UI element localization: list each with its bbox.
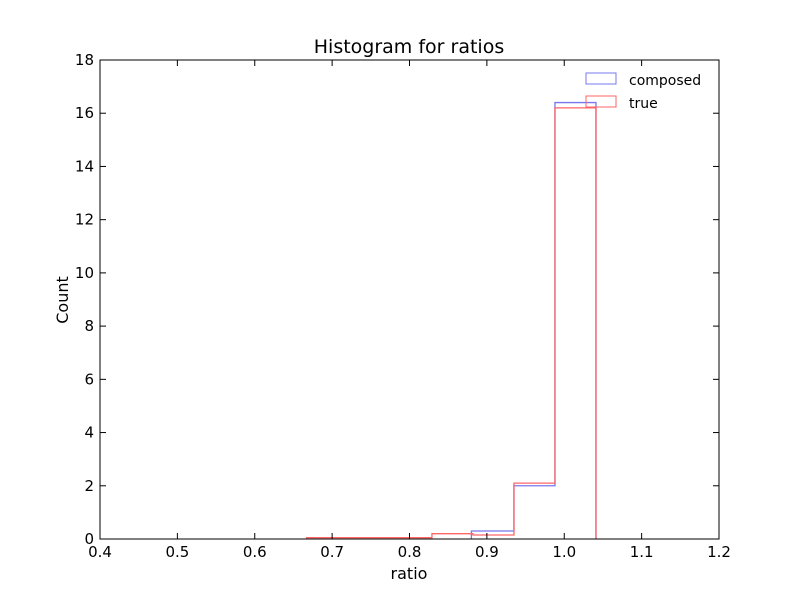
series-composed-outline	[470, 101, 597, 539]
y-tick-label: 0	[84, 530, 94, 548]
x-tick-label: 0.4	[88, 543, 112, 561]
y-tick-label: 10	[75, 264, 94, 282]
y-tick-label: 18	[75, 51, 94, 69]
x-tick-label: 0.9	[475, 543, 499, 561]
y-tick-label: 2	[84, 477, 94, 495]
legend-label-true: true	[629, 96, 658, 112]
legend-label-composed: composed	[629, 73, 701, 89]
x-tick-label: 1.2	[707, 543, 731, 561]
chart-title: Histogram for ratios	[314, 36, 504, 58]
y-tick-label: 16	[75, 104, 94, 122]
y-tick-label: 4	[84, 424, 94, 442]
y-tick-label: 8	[84, 317, 94, 335]
x-tick-label: 0.6	[243, 543, 267, 561]
x-tick-label: 0.8	[398, 543, 422, 561]
y-tick-label: 6	[84, 370, 94, 388]
x-tick-label: 1.0	[552, 543, 576, 561]
plot-area	[305, 101, 597, 539]
x-tick-label: 1.1	[630, 543, 654, 561]
axes-frame	[99, 59, 720, 540]
series-true-outline	[305, 107, 597, 539]
legend: composed true	[585, 72, 701, 112]
legend-swatch-composed	[585, 72, 617, 85]
y-tick-label: 14	[75, 157, 94, 175]
y-axis-label: Count	[53, 276, 72, 324]
y-tick-label: 12	[75, 211, 94, 229]
x-axis-label: ratio	[391, 564, 428, 583]
axes: 0.4 0.5 0.6 0.7 0.8 0.9 1.0 1.1 1.2 0 2 4 6 8 10 12 14 16…	[75, 51, 731, 561]
legend-swatch-true	[585, 95, 617, 108]
x-tick-label: 0.7	[320, 543, 344, 561]
x-tick-label: 0.5	[165, 543, 189, 561]
